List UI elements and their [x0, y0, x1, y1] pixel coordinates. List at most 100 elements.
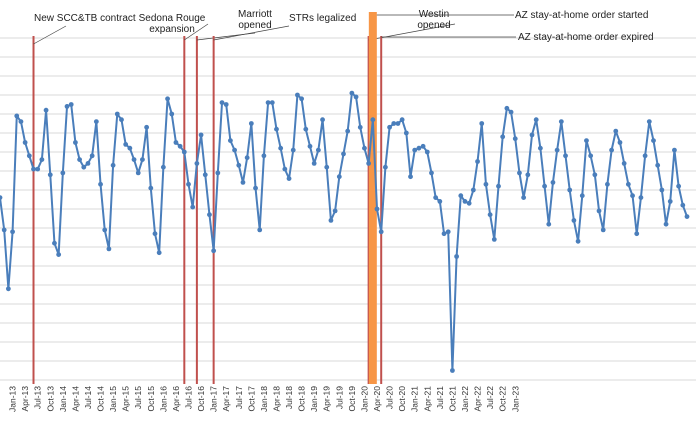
event-label: Marriott opened [238, 9, 272, 31]
data-point [550, 180, 556, 185]
data-point [320, 117, 325, 123]
data-point [307, 143, 313, 149]
data-point [85, 161, 91, 166]
data-point [336, 174, 342, 180]
x-tick-label: Oct-20 [397, 386, 407, 412]
data-point [232, 147, 237, 153]
data-point [370, 117, 376, 123]
event-leader-line [33, 25, 67, 45]
data-point [416, 145, 422, 151]
data-point [588, 153, 594, 159]
event-label: New SCC&TB contract [34, 13, 136, 24]
data-point [475, 159, 480, 164]
data-point [609, 147, 614, 153]
x-tick-label: Oct-17 [246, 386, 256, 412]
data-point [286, 176, 292, 182]
data-point [165, 96, 170, 102]
data-point [659, 187, 665, 193]
x-tick-label: Jul-21 [435, 386, 445, 409]
data-point [563, 153, 568, 159]
data-point [26, 153, 32, 159]
data-point [642, 153, 648, 159]
data-point [450, 368, 455, 373]
data-point [131, 157, 137, 163]
x-tick-label: Jan-15 [108, 386, 118, 412]
data-point [152, 231, 158, 237]
data-point [14, 113, 20, 119]
data-point [39, 157, 45, 163]
data-point [135, 170, 141, 176]
data-point [169, 111, 175, 117]
data-point [202, 172, 208, 178]
data-point [106, 246, 112, 252]
data-point [332, 208, 338, 214]
data-point [22, 140, 28, 145]
data-point [651, 138, 656, 144]
data-point [517, 170, 522, 176]
data-point [667, 199, 673, 204]
data-point [672, 147, 677, 153]
data-point [77, 157, 82, 163]
data-point [470, 187, 476, 193]
data-point [257, 227, 263, 233]
x-tick-label: Apr-17 [221, 386, 231, 412]
data-point [81, 164, 87, 170]
data-point [5, 286, 11, 292]
event-label: AZ stay-at-home order expired [518, 32, 654, 43]
data-point [558, 119, 564, 124]
data-point [127, 145, 133, 151]
x-tick-label: Jan-14 [58, 386, 68, 412]
data-point [362, 145, 367, 151]
data-point [663, 221, 669, 227]
data-point [613, 128, 619, 134]
event-label: AZ stay-at-home order started [515, 10, 648, 21]
data-point [282, 166, 288, 172]
data-point [194, 161, 200, 166]
data-point [261, 153, 267, 159]
series-line [0, 90, 690, 373]
data-point [31, 166, 36, 172]
data-point [399, 117, 405, 123]
data-point [240, 180, 246, 185]
x-tick-label: Jan-17 [209, 386, 219, 412]
data-point [500, 134, 506, 140]
data-point [462, 199, 468, 204]
data-point [596, 208, 602, 214]
x-tick-label: Apr-16 [171, 386, 181, 412]
data-point [144, 124, 150, 130]
data-point [0, 195, 3, 200]
x-tick-label: Jan-18 [259, 386, 269, 412]
data-point [366, 161, 372, 166]
data-point [215, 170, 221, 176]
data-point [73, 140, 78, 145]
data-point [56, 252, 62, 257]
data-point [328, 218, 334, 223]
x-tick-label: Jan-16 [158, 386, 168, 412]
x-tick-label: Oct-22 [498, 386, 508, 412]
x-tick-label: Jul-14 [83, 386, 93, 409]
data-point [412, 147, 418, 153]
data-point [537, 145, 543, 151]
data-point [634, 231, 640, 237]
event-label-line: opened [417, 20, 450, 31]
data-point [190, 204, 196, 210]
data-point [357, 124, 363, 130]
data-point [315, 147, 321, 153]
data-point [529, 132, 535, 138]
data-point [248, 121, 254, 126]
x-tick-label: Jan-23 [510, 386, 520, 412]
x-tick-label: Jul-20 [385, 386, 395, 409]
x-tick-label: Oct-19 [347, 386, 357, 412]
x-tick-label: Jul-13 [33, 386, 43, 409]
data-point [458, 193, 464, 199]
data-point [625, 181, 631, 187]
event-label-line: opened [238, 20, 271, 31]
data-point [52, 240, 57, 246]
data-point [290, 147, 296, 153]
data-point [60, 170, 66, 176]
data-point [542, 183, 547, 189]
data-point [424, 149, 430, 155]
x-tick-label: Jul-18 [284, 386, 294, 409]
data-point [466, 200, 472, 206]
data-point [479, 121, 485, 126]
